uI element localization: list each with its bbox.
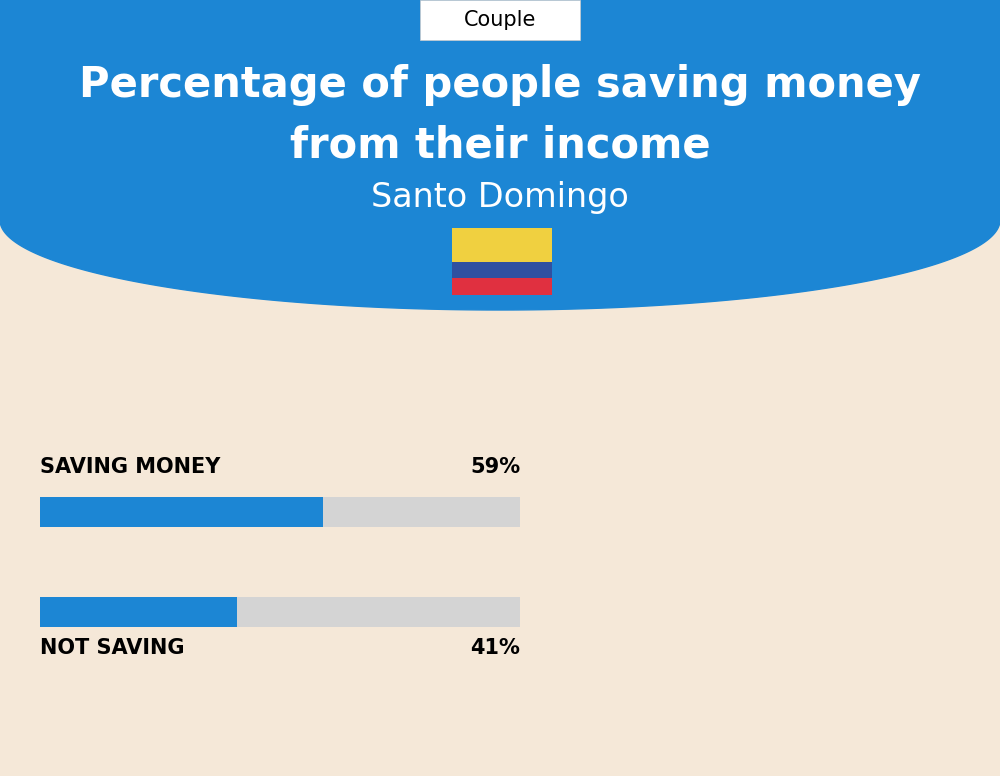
Text: 59%: 59%	[470, 457, 520, 477]
Text: SAVING MONEY: SAVING MONEY	[40, 457, 220, 477]
Text: 41%: 41%	[470, 638, 520, 658]
Bar	[40, 497, 323, 527]
Bar	[452, 228, 552, 262]
Text: Santo Domingo: Santo Domingo	[371, 182, 629, 214]
Bar	[452, 279, 552, 295]
Text: NOT SAVING: NOT SAVING	[40, 638, 184, 658]
Bar	[40, 597, 237, 627]
Polygon shape	[0, 0, 1000, 310]
FancyBboxPatch shape	[420, 0, 580, 40]
Bar	[40, 597, 520, 627]
Text: from their income: from their income	[290, 124, 710, 166]
Text: Percentage of people saving money: Percentage of people saving money	[79, 64, 921, 106]
Bar	[452, 262, 552, 279]
Text: Couple: Couple	[464, 10, 536, 30]
Bar	[40, 497, 520, 527]
